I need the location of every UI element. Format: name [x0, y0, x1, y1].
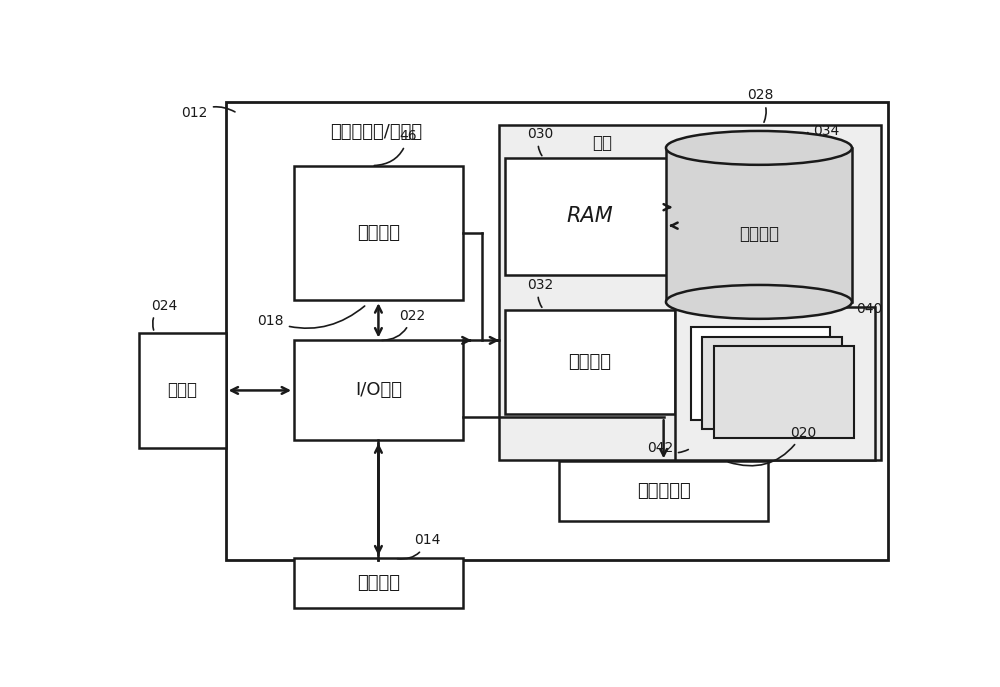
Text: 012: 012: [182, 106, 235, 120]
Text: 外部设备: 外部设备: [357, 574, 400, 592]
Text: 022: 022: [382, 308, 425, 340]
Ellipse shape: [666, 285, 852, 319]
Text: 处理单元: 处理单元: [357, 224, 400, 242]
Text: 46: 46: [374, 129, 417, 166]
Bar: [226, 102, 888, 560]
Bar: [702, 337, 842, 429]
Text: 存储系统: 存储系统: [739, 225, 779, 243]
Text: 034: 034: [808, 124, 840, 138]
Text: 042: 042: [647, 441, 688, 455]
Bar: [675, 307, 875, 460]
Text: 030: 030: [527, 127, 554, 156]
Bar: [499, 125, 881, 460]
Text: RAM: RAM: [567, 206, 613, 227]
Ellipse shape: [666, 131, 852, 165]
Text: 018: 018: [257, 306, 365, 328]
Bar: [691, 327, 830, 420]
Text: 020: 020: [728, 426, 816, 466]
Bar: [505, 158, 675, 275]
Bar: [559, 461, 768, 521]
Text: 内存: 内存: [592, 134, 612, 152]
Bar: [505, 310, 675, 414]
Text: 028: 028: [747, 89, 774, 122]
Text: 024: 024: [151, 299, 177, 330]
Text: 032: 032: [527, 278, 554, 307]
Text: 014: 014: [397, 533, 440, 559]
Bar: [139, 333, 226, 448]
Bar: [294, 340, 463, 440]
Bar: [294, 166, 463, 300]
Text: 网络适配器: 网络适配器: [637, 482, 690, 500]
Bar: [666, 148, 852, 302]
Bar: [294, 559, 463, 609]
Text: 显示器: 显示器: [167, 381, 197, 399]
Text: 040: 040: [856, 302, 882, 317]
Text: I/O接口: I/O接口: [355, 381, 402, 399]
Text: 计算机系统/服务器: 计算机系统/服务器: [330, 123, 422, 142]
Text: 高速缓存: 高速缓存: [568, 352, 612, 370]
Bar: [714, 346, 854, 438]
